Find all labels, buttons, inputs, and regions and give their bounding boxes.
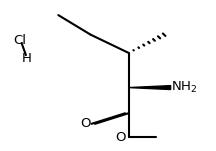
Text: O: O (115, 131, 125, 144)
Text: H: H (22, 52, 32, 65)
Text: NH$_2$: NH$_2$ (171, 80, 198, 95)
Text: Cl: Cl (13, 34, 26, 47)
Text: O: O (81, 117, 91, 130)
Polygon shape (129, 86, 171, 90)
